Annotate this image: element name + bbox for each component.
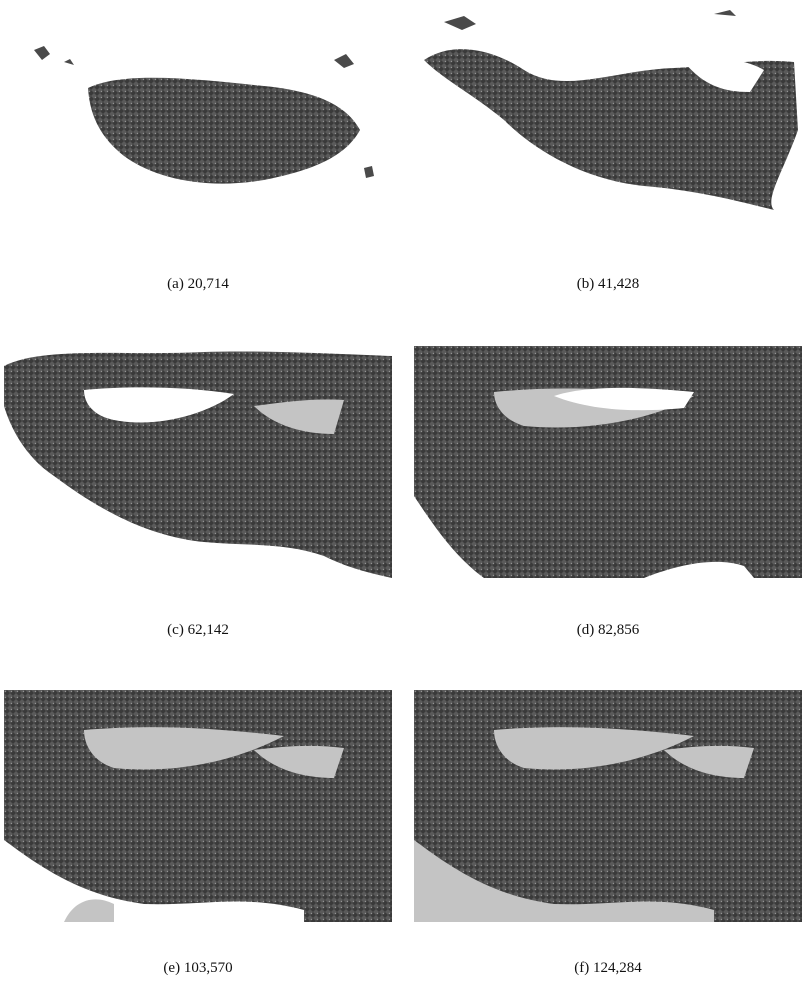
terrain-render-f bbox=[414, 690, 802, 922]
panel-a bbox=[4, 0, 392, 232]
caption-c: (c) 62,142 bbox=[167, 622, 229, 638]
caption-e: (e) 103,570 bbox=[163, 960, 233, 976]
caption-a: (a) 20,714 bbox=[167, 276, 229, 292]
caption-f: (f) 124,284 bbox=[574, 960, 642, 976]
terrain-render-b bbox=[424, 10, 798, 211]
panel-d bbox=[414, 346, 802, 578]
caption-d: (d) 82,856 bbox=[576, 622, 640, 638]
panel-f bbox=[414, 690, 802, 922]
caption-b: (b) 41,428 bbox=[576, 276, 640, 292]
terrain-render-d bbox=[414, 346, 802, 578]
panel-e bbox=[4, 690, 392, 922]
terrain-render-a bbox=[34, 46, 374, 184]
panel-b bbox=[414, 0, 802, 232]
terrain-render-c bbox=[4, 351, 392, 578]
terrain-render-e bbox=[4, 690, 392, 922]
panel-c bbox=[4, 346, 392, 578]
